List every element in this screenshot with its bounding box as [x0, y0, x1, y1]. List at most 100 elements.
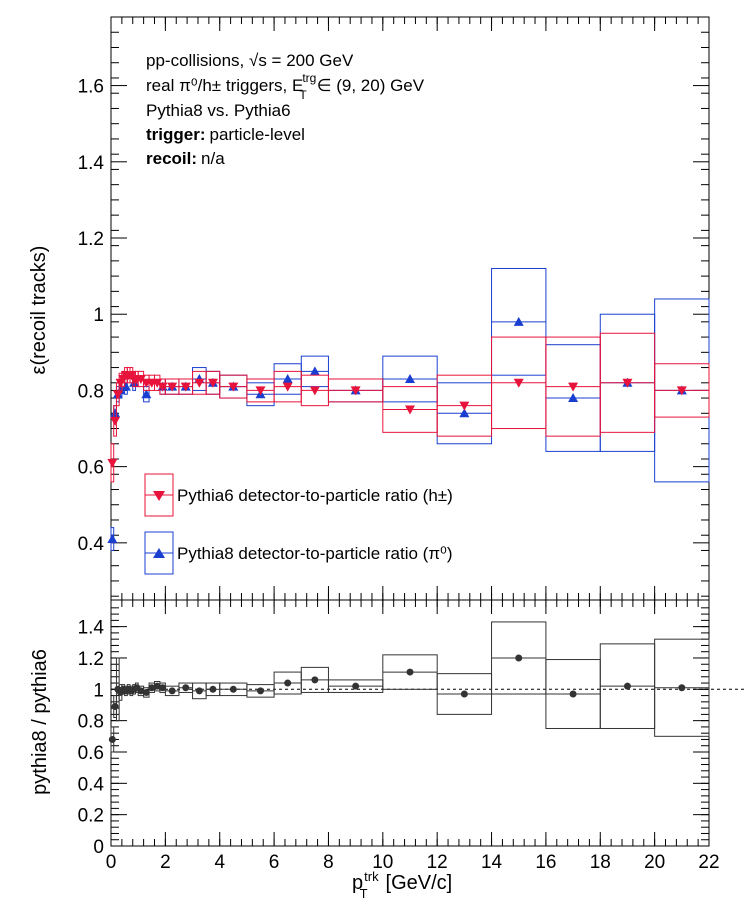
pythia6-point	[282, 382, 293, 392]
annotation-line-4: trigger: particle-level	[146, 125, 305, 144]
legend: Pythia6 detector-to-particle ratio (h±) …	[144, 473, 453, 575]
pythia6-point	[135, 374, 146, 384]
ratio-point	[406, 668, 414, 676]
x-tick-label: 0	[106, 852, 117, 873]
ratio-point	[137, 687, 145, 695]
pythia8-point	[282, 373, 293, 383]
top-marks	[107, 267, 710, 551]
ratio-point	[159, 684, 167, 692]
ratio-point	[352, 682, 360, 690]
pythia6-point	[112, 390, 123, 400]
ratio-point	[678, 684, 686, 692]
annotation-line-2-sup: trg	[302, 71, 316, 85]
pythia6-point	[255, 386, 266, 396]
ratio-point	[460, 690, 468, 698]
ratio-point	[569, 690, 577, 698]
top-y-tick-label: 0.4	[78, 534, 105, 555]
bottom-y-axis-label: pythia8 / pythia6	[29, 649, 51, 795]
ratio-point	[182, 684, 190, 692]
pythia6-point	[568, 382, 579, 392]
pythia6-point	[459, 401, 470, 411]
pythia6-point	[110, 416, 121, 426]
x-axis-label: ptrk T [GeV/c]	[352, 869, 452, 901]
ratio-point	[142, 688, 150, 696]
legend-label-pythia8: Pythia8 detector-to-particle ratio (π⁰)	[177, 544, 453, 563]
x-tick-label: 8	[323, 852, 334, 873]
pythia6-point	[350, 386, 361, 396]
ratio-point	[108, 735, 116, 743]
ratio-point	[153, 682, 161, 690]
top-y-tick-label: 0.6	[78, 458, 104, 479]
pythia6-point	[228, 382, 239, 392]
pythia6-point	[107, 458, 118, 468]
annotation-line-4-bold: trigger:	[146, 125, 206, 144]
x-axis-label-p: p	[352, 872, 363, 894]
x-tick-label: 12	[427, 852, 448, 873]
annotation-line-3: Pythia8 vs. Pythia6	[146, 101, 291, 120]
annotation-block: pp-collisions, √s = 200 GeV real π⁰/h± t…	[146, 51, 425, 168]
bottom-plot-frame	[110, 599, 710, 847]
pythia8-point	[107, 534, 118, 544]
legend-entry-pythia6: Pythia6 detector-to-particle ratio (h±)	[144, 473, 453, 517]
top-y-tick-label: 1.4	[78, 153, 105, 174]
pythia6-point	[676, 386, 687, 396]
x-tick-label: 14	[481, 852, 503, 873]
pythia6-point	[157, 382, 168, 392]
annotation-line-5-rest: n/a	[201, 149, 225, 168]
bottom-y-tick-label: 0	[93, 837, 104, 858]
x-tick-label: 18	[590, 852, 611, 873]
pythia8-point	[110, 408, 121, 418]
pythia6-point	[152, 378, 163, 388]
x-axis-label-unit: [GeV/c]	[386, 872, 453, 894]
pythia8-point	[568, 393, 579, 403]
pythia6-point	[180, 382, 191, 392]
pythia6-point	[309, 386, 320, 396]
bottom-y-tick-label: 0.4	[78, 774, 105, 795]
x-tick-label: 6	[269, 852, 280, 873]
x-axis-label-sub: T	[360, 886, 368, 901]
x-axis-label-sup: trk	[364, 869, 379, 884]
top-y-axis-label: ε(recoil tracks)	[28, 246, 50, 375]
ratio-point	[284, 679, 292, 687]
annotation-line-4-rest: particle-level	[210, 125, 305, 144]
ratio-point	[257, 687, 264, 695]
top-y-tick-label: 1.2	[78, 229, 104, 250]
bottom-y-tick-label: 0.2	[78, 806, 104, 827]
ratio-point	[311, 676, 319, 684]
x-tick-label: 16	[535, 852, 556, 873]
ratio-point	[148, 684, 156, 692]
legend-label-pythia6: Pythia6 detector-to-particle ratio (h±)	[177, 486, 453, 505]
ratio-point	[623, 682, 631, 690]
ratio-point	[168, 687, 176, 695]
ratio-point	[229, 685, 237, 693]
x-tick-label: 20	[644, 852, 665, 873]
pythia8-point	[459, 408, 470, 418]
x-tick-label: 22	[698, 852, 719, 873]
bottom-axes: 0 2 4 6 8 10 12 14 16 18 20 22 0 0.2 0.4 0.6 0.8 1 1.2 1.4	[78, 600, 747, 873]
pythia8-point	[513, 316, 524, 326]
annotation-line-5: recoil: n/a	[146, 149, 225, 168]
legend-marker-pythia6	[153, 491, 165, 501]
top-y-tick-label: 1.6	[78, 77, 104, 98]
bottom-y-tick-label: 0.8	[78, 712, 104, 733]
pythia6-point	[513, 378, 524, 388]
pythia8-point	[141, 389, 152, 399]
pythia8-point	[309, 366, 320, 376]
ratio-point	[195, 687, 203, 695]
top-y-tick-label: 0.8	[78, 381, 104, 402]
x-tick-label: 10	[372, 852, 393, 873]
pythia6-point	[405, 405, 415, 415]
annotation-line-2-main: real π⁰/h± triggers, E	[146, 76, 303, 95]
pythia6-point	[207, 378, 218, 388]
pythia8-point	[120, 381, 131, 391]
annotation-line-2-end: ∈ (9, 20) GeV	[317, 76, 425, 95]
annotation-line-2: real π⁰/h± triggers, Etrg T ∈ (9, 20) GeV	[146, 71, 425, 102]
ratio-point	[209, 685, 217, 693]
pythia6-point	[622, 378, 633, 388]
pythia6-point	[167, 382, 178, 392]
bottom-y-tick-label: 1.4	[78, 618, 105, 639]
ratio-point	[111, 703, 119, 711]
top-axes: 0.4 0.6 0.8 1 1.2 1.4 1.6	[78, 17, 710, 600]
ratio-point	[515, 654, 523, 662]
annotation-line-2-sub: T	[299, 88, 307, 102]
